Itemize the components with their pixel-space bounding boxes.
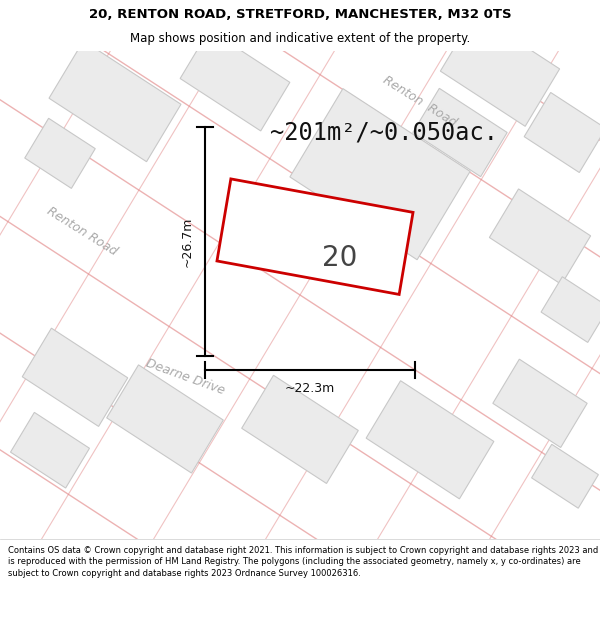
Polygon shape	[25, 118, 95, 188]
Polygon shape	[290, 89, 470, 260]
Polygon shape	[490, 189, 590, 284]
Polygon shape	[11, 412, 89, 488]
Polygon shape	[532, 444, 598, 508]
Polygon shape	[22, 328, 128, 426]
Polygon shape	[493, 359, 587, 448]
Polygon shape	[217, 179, 413, 294]
Text: Contains OS data © Crown copyright and database right 2021. This information is : Contains OS data © Crown copyright and d…	[8, 546, 598, 578]
Polygon shape	[180, 30, 290, 131]
Polygon shape	[242, 375, 358, 484]
Text: ~201m²/~0.050ac.: ~201m²/~0.050ac.	[270, 121, 498, 144]
Text: Map shows position and indicative extent of the property.: Map shows position and indicative extent…	[130, 32, 470, 45]
Text: ~22.3m: ~22.3m	[285, 382, 335, 395]
Text: Dearne Drive: Dearne Drive	[144, 357, 226, 398]
Polygon shape	[524, 92, 600, 172]
Polygon shape	[440, 14, 560, 126]
Polygon shape	[541, 277, 600, 342]
Text: 20: 20	[322, 244, 358, 271]
Polygon shape	[366, 381, 494, 499]
Text: 20, RENTON ROAD, STRETFORD, MANCHESTER, M32 0TS: 20, RENTON ROAD, STRETFORD, MANCHESTER, …	[89, 8, 511, 21]
Polygon shape	[107, 365, 223, 473]
Polygon shape	[49, 41, 181, 162]
Polygon shape	[413, 88, 507, 177]
Text: ~26.7m: ~26.7m	[181, 217, 193, 267]
Text: Renton  Road: Renton Road	[381, 73, 459, 129]
Text: Renton Road: Renton Road	[44, 204, 119, 258]
